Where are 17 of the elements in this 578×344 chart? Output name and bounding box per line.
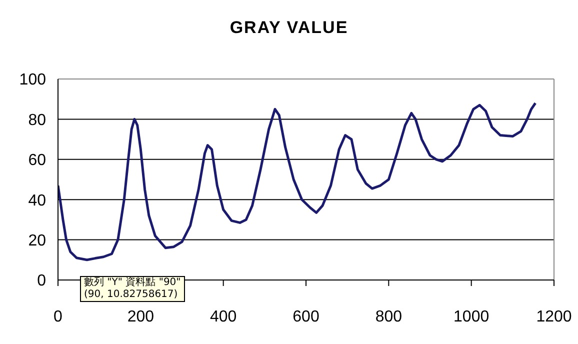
x-tick-label: 1200 bbox=[536, 308, 572, 326]
y-tick-label: 40 bbox=[28, 192, 46, 210]
y-tick-label: 60 bbox=[28, 152, 46, 170]
y-tick-label: 80 bbox=[28, 112, 46, 129]
text: (90, 10.82758617) bbox=[84, 289, 179, 301]
x-tick-label: 200 bbox=[127, 308, 154, 326]
line-series bbox=[58, 102, 537, 262]
chart-title: GRAY VALUE bbox=[228, 18, 350, 38]
x-tick-label: 600 bbox=[292, 308, 320, 326]
x-tick-label: 400 bbox=[210, 308, 237, 326]
x-tick-label: 1000 bbox=[454, 308, 490, 326]
x-tick-label: 0 bbox=[54, 308, 63, 326]
y-tick-label: 0 bbox=[37, 272, 46, 290]
x-tick-label: 800 bbox=[375, 308, 402, 326]
y-tick-label: 100 bbox=[19, 72, 46, 89]
annotation: 數列 "Y" 資料點 "90" bbox=[84, 277, 181, 289]
y-tick-label: 20 bbox=[28, 232, 46, 250]
